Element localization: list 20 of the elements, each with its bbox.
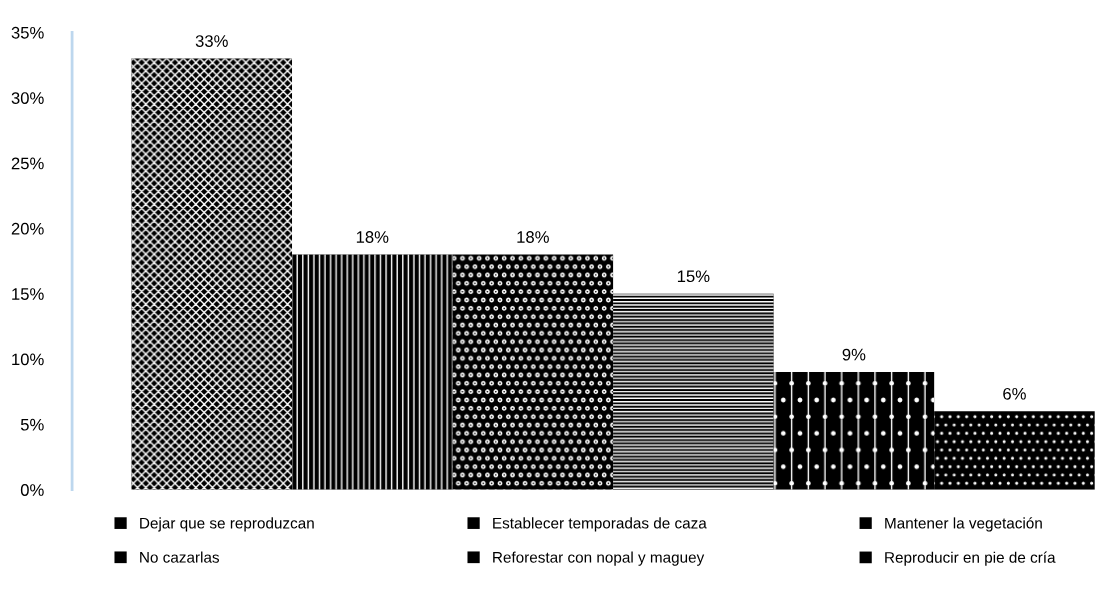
y-tick-label: 35% xyxy=(11,26,44,39)
y-tick-label: 30% xyxy=(11,92,44,104)
data-label: 18% xyxy=(356,231,389,243)
y-tick-label: 15% xyxy=(12,288,44,300)
legend-label: No cazarlas xyxy=(140,551,220,563)
legend-label: Mantener la vegetación xyxy=(885,517,1042,532)
y-tick-label: 0% xyxy=(20,484,44,496)
legend-label: Establecer temporadas de caza xyxy=(493,517,707,532)
data-label: 15% xyxy=(677,270,710,283)
data-label: 6% xyxy=(1003,387,1026,400)
legend-label: Reforestar con nopal y maguey xyxy=(493,551,705,566)
y-tick-label: 20% xyxy=(11,222,44,235)
legend-label: Reproducir en pie de cría xyxy=(885,551,1056,566)
y-tick-label: 5% xyxy=(20,418,44,431)
y-tick-label: 10% xyxy=(12,353,44,366)
y-tick-label: 25% xyxy=(11,157,44,170)
data-label: 9% xyxy=(842,348,866,361)
legend-label: Dejar que se reproduzcan xyxy=(140,517,314,532)
data-label: 33% xyxy=(195,35,228,47)
data-label: 18% xyxy=(517,231,549,243)
